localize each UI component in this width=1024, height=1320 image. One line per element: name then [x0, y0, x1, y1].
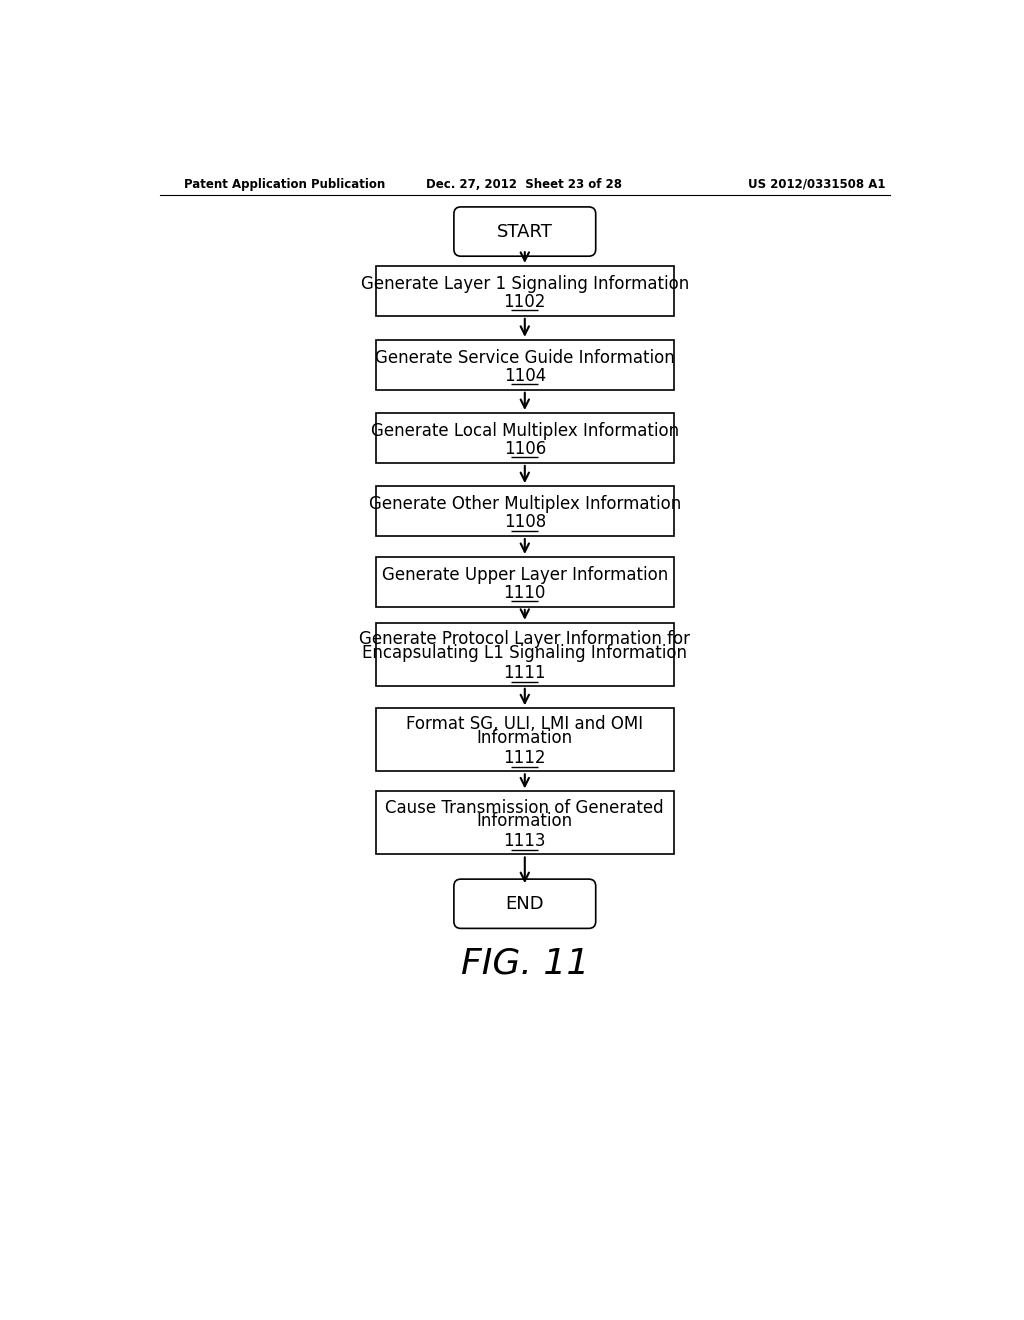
Text: Format SG, ULI, LMI and OMI: Format SG, ULI, LMI and OMI	[407, 715, 643, 734]
Text: 1104: 1104	[504, 367, 546, 384]
Text: Generate Layer 1 Signaling Information: Generate Layer 1 Signaling Information	[360, 275, 689, 293]
Bar	[376, 265, 674, 315]
Text: END: END	[506, 895, 544, 912]
Bar	[376, 792, 674, 854]
Text: Encapsulating L1 Signaling Information: Encapsulating L1 Signaling Information	[362, 644, 687, 661]
FancyBboxPatch shape	[454, 207, 596, 256]
Text: US 2012/0331508 A1: US 2012/0331508 A1	[748, 178, 886, 190]
Text: 1112: 1112	[504, 750, 546, 767]
Text: FIG. 11: FIG. 11	[461, 946, 589, 979]
FancyBboxPatch shape	[454, 879, 596, 928]
Bar	[376, 623, 674, 686]
Bar	[376, 339, 674, 389]
Text: 1110: 1110	[504, 583, 546, 602]
Text: 1111: 1111	[504, 664, 546, 681]
Text: Generate Service Guide Information: Generate Service Guide Information	[375, 348, 675, 367]
Text: Patent Application Publication: Patent Application Publication	[183, 178, 385, 190]
Text: Information: Information	[477, 812, 572, 830]
Text: START: START	[497, 223, 553, 240]
Text: Information: Information	[477, 729, 572, 747]
Text: Generate Other Multiplex Information: Generate Other Multiplex Information	[369, 495, 681, 513]
Text: 1106: 1106	[504, 440, 546, 458]
Bar	[376, 486, 674, 536]
Bar	[376, 557, 674, 607]
Bar	[376, 413, 674, 463]
Text: Dec. 27, 2012  Sheet 23 of 28: Dec. 27, 2012 Sheet 23 of 28	[426, 178, 623, 190]
Text: Generate Upper Layer Information: Generate Upper Layer Information	[382, 566, 668, 583]
Text: Generate Local Multiplex Information: Generate Local Multiplex Information	[371, 422, 679, 440]
Text: Generate Protocol Layer Information for: Generate Protocol Layer Information for	[359, 630, 690, 648]
Bar	[376, 708, 674, 771]
Text: 1102: 1102	[504, 293, 546, 310]
Text: 1108: 1108	[504, 513, 546, 531]
Text: 1113: 1113	[504, 833, 546, 850]
Text: Cause Transmission of Generated: Cause Transmission of Generated	[385, 799, 665, 817]
